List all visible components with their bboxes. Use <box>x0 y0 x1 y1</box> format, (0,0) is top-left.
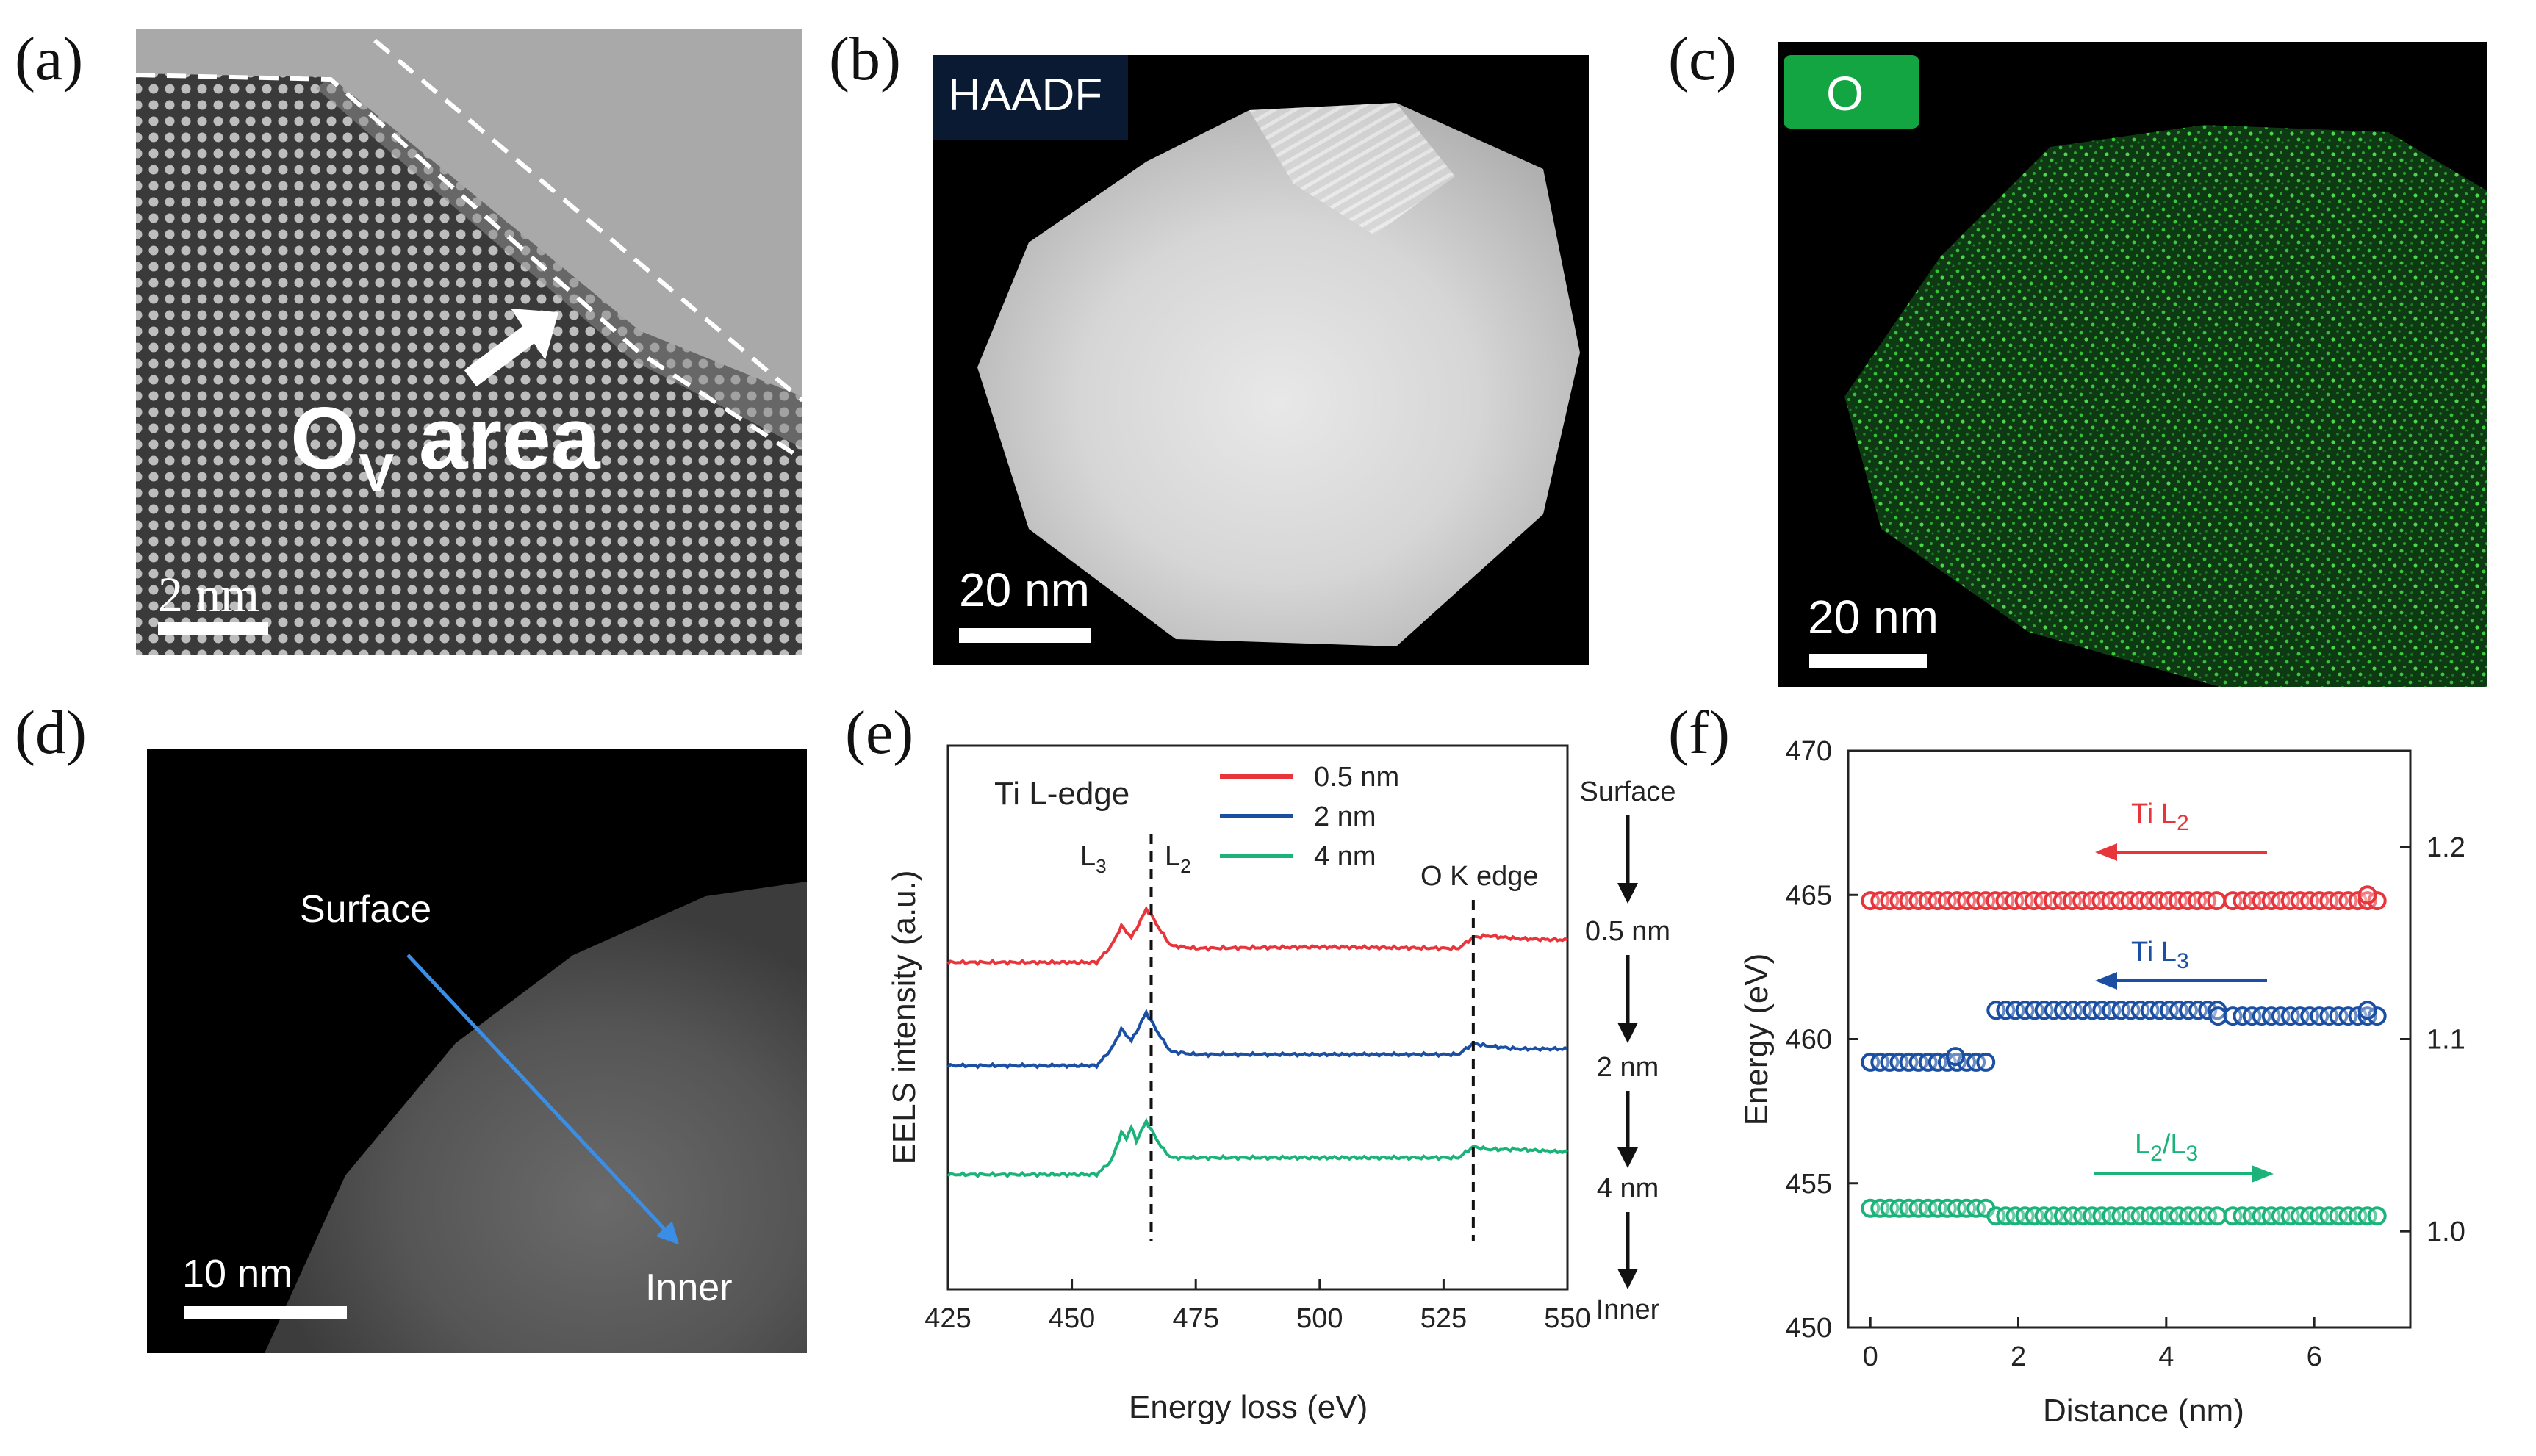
energy-point <box>2357 885 2377 905</box>
eels-depth-label: 2 nm <box>1597 1052 1659 1083</box>
panel-label-a: (a) <box>15 25 83 93</box>
eels-depth-label: Surface <box>1580 776 1676 807</box>
scalebar-label-c: 20 nm <box>1808 591 1939 644</box>
eels-depth-label: 0.5 nm <box>1585 916 1670 947</box>
energy-plot-frame <box>1847 749 2412 1329</box>
energy-point <box>2367 1006 2387 1026</box>
energy-point <box>2208 1206 2227 1226</box>
panel-label-d: (d) <box>15 699 87 767</box>
energy-ytick-label: 465 <box>1786 880 1832 911</box>
surface-boundary-outer <box>373 38 804 403</box>
eels-xtick-label: 500 <box>1296 1303 1343 1334</box>
energy-xtick-label: 2 <box>2011 1341 2026 1372</box>
eels-depth-arrowhead <box>1617 883 1638 904</box>
o-k-edge-label: O K edge <box>1420 861 1539 892</box>
energy-series-label: Ti L3 <box>2131 937 2189 973</box>
ratio-ytick-label: 1.2 <box>2427 832 2465 863</box>
eels-plot-frame <box>946 744 1569 1291</box>
haadf-badge <box>933 55 1128 140</box>
ov-arrow <box>464 325 536 387</box>
panel-label-c: (c) <box>1668 25 1736 93</box>
eels-xtick-label: 550 <box>1544 1303 1590 1334</box>
energy-point <box>2207 891 2227 911</box>
eels-peak-label: L2 <box>1165 841 1191 877</box>
eels-legend-label: 4 nm <box>1314 841 1376 872</box>
eels-depth-label: 4 nm <box>1597 1173 1659 1204</box>
energy-ytick-label: 450 <box>1786 1313 1832 1344</box>
surface-label: Surface <box>300 888 431 931</box>
eels-depth-label: Inner <box>1596 1294 1660 1325</box>
energy-ylabel: Energy (eV) <box>1739 954 1775 1126</box>
energy-point <box>2357 1001 2377 1020</box>
panel-c-image: O 20 nm <box>1778 42 2487 687</box>
panel-label-b: (b) <box>829 25 901 93</box>
energy-xlabel: Distance (nm) <box>2043 1393 2244 1429</box>
scalebar-c <box>1809 654 1927 668</box>
scalebar-label-a: 2 nm <box>158 566 259 622</box>
eels-legend-label: 2 nm <box>1314 801 1376 832</box>
energy-xtick-label: 6 <box>2307 1341 2322 1372</box>
ratio-ytick-label: 1.0 <box>2427 1217 2465 1247</box>
eels-xtick-label: 475 <box>1172 1303 1218 1334</box>
eels-peak-label: L3 <box>1080 841 1107 877</box>
energy-point <box>1976 1052 1996 1072</box>
ratio-ytick-label: 1.1 <box>2427 1025 2465 1056</box>
energy-xtick-label: 0 <box>1863 1341 1878 1372</box>
panel-label-f: (f) <box>1668 699 1730 767</box>
energy-series-label: L2/L3 <box>2135 1129 2198 1166</box>
scalebar-label-d: 10 nm <box>182 1252 292 1296</box>
panel-label-e: (e) <box>845 699 913 767</box>
eels-xlabel: Energy loss (eV) <box>1129 1389 1368 1425</box>
energy-direction-arrowhead <box>2095 843 2117 861</box>
scalebar-a <box>158 622 268 635</box>
energy-point <box>2367 891 2387 911</box>
energy-direction-arrowhead <box>2252 1165 2274 1183</box>
inner-label: Inner <box>645 1266 733 1309</box>
eels-depth-arrowhead <box>1617 1023 1638 1043</box>
haadf-label: HAADF <box>948 70 1102 120</box>
energy-xtick-label: 4 <box>2158 1341 2174 1372</box>
energy-ytick-label: 455 <box>1786 1169 1832 1200</box>
energy-point <box>2367 1206 2387 1226</box>
energy-series-label: Ti L2 <box>2131 799 2189 835</box>
panel-b-image: HAADF 20 nm <box>933 55 1589 665</box>
o-badge-label: O <box>1826 66 1864 120</box>
scalebar-d <box>184 1306 347 1319</box>
surface-boundary-inner <box>135 73 804 461</box>
eels-series-line <box>946 905 1568 967</box>
eels-series-line <box>946 1008 1568 1070</box>
eels-xtick-label: 525 <box>1420 1303 1467 1334</box>
panel-a-image: OV area 2 nm <box>135 29 804 655</box>
eels-depth-arrowhead <box>1617 1147 1638 1168</box>
o-element-badge <box>1784 55 1919 129</box>
panel-d-image: Surface Inner 10 nm <box>147 749 807 1353</box>
eels-xtick-label: 450 <box>1049 1303 1095 1334</box>
scalebar-b <box>959 628 1091 643</box>
energy-ytick-label: 470 <box>1786 736 1832 767</box>
eels-legend-label: 0.5 nm <box>1314 762 1399 793</box>
eels-ylabel: EELS intensity (a.u.) <box>886 870 922 1164</box>
energy-point <box>1946 1047 1965 1067</box>
energy-direction-arrowhead <box>2095 972 2117 990</box>
eels-title: Ti L-edge <box>994 776 1129 812</box>
eels-xtick-label: 425 <box>924 1303 971 1334</box>
ov-area-label: OV area <box>290 389 601 502</box>
scalebar-label-b: 20 nm <box>959 563 1090 616</box>
eels-chart: Ti L-edge Energy loss (eV) EELS intensit… <box>886 744 1676 1425</box>
eels-depth-arrowhead <box>1617 1269 1638 1289</box>
surface-to-inner-arrow <box>406 954 680 1245</box>
energy-distance-chart: Distance (nm) Energy (eV) 0 2 4 6 450 455 460 4… <box>1739 736 2465 1429</box>
eels-series-line <box>946 1117 1568 1178</box>
energy-ytick-label: 460 <box>1786 1025 1832 1056</box>
